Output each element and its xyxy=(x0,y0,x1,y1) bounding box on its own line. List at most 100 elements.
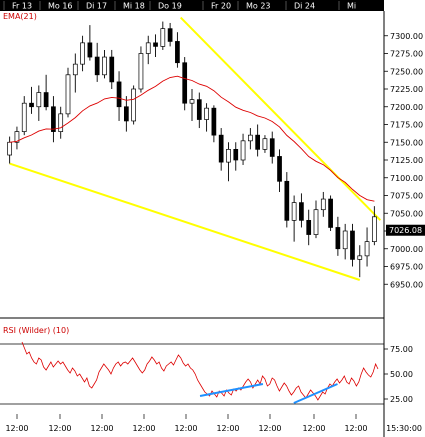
candle-down xyxy=(269,138,275,157)
candle-up xyxy=(145,42,151,54)
time-tick-label: 12:00 xyxy=(302,424,325,433)
time-tick-label: 12:00 xyxy=(258,424,281,433)
time-tick-label: 12:00 xyxy=(216,424,239,433)
candle-up xyxy=(80,42,85,65)
candle-up xyxy=(58,113,64,132)
candle-down xyxy=(328,198,333,228)
day-label: Fr 20 xyxy=(211,2,231,11)
price-tick-label: 7275.00 xyxy=(390,50,423,59)
rsi-divergence-line xyxy=(199,383,264,397)
candle-down xyxy=(87,42,93,58)
rsi-tick-label: 50.00 xyxy=(390,370,413,379)
candle-up xyxy=(313,209,319,235)
candle-up xyxy=(72,63,78,76)
upper-trendline xyxy=(179,16,382,221)
candle-up xyxy=(342,230,348,250)
candle-down xyxy=(123,106,129,122)
rsi-tick-label: 75.00 xyxy=(390,345,413,354)
candle-up xyxy=(65,74,71,115)
candle-up xyxy=(21,102,27,132)
day-label: Mi 18 xyxy=(123,2,145,11)
day-labels: Fr 13 Mo 16 Di 17 Mi 18 Do 19 Fr 20 Mo 23 Di 24… xyxy=(3,1,356,11)
day-label: Mo 16 xyxy=(48,2,73,11)
candle-up xyxy=(226,149,231,163)
svg-text:7026.08: 7026.08 xyxy=(389,226,422,235)
price-pane[interactable] xyxy=(7,16,382,281)
candle-down xyxy=(116,81,122,108)
candle-up xyxy=(131,88,137,122)
rsi-divergence-line xyxy=(293,383,338,404)
time-axis: 12:00 12:00 12:00 12:00 12:00 12:00 12:00 12:00… xyxy=(5,414,422,433)
day-label: Di 24 xyxy=(294,2,315,11)
price-tick-label: 7050.00 xyxy=(390,209,423,218)
price-tick-label: 7000.00 xyxy=(390,245,423,254)
candle-up xyxy=(14,131,20,143)
rsi-reference-lines xyxy=(0,343,384,405)
day-label: Do 19 xyxy=(158,2,182,11)
price-tick-label: 7250.00 xyxy=(390,67,423,76)
candle-down xyxy=(350,230,355,260)
time-tick-label: 12:00 xyxy=(5,424,28,433)
last-price-tag: 7026.08 xyxy=(386,224,425,236)
day-label: Mi xyxy=(347,2,356,11)
ema-label: EMA(21) xyxy=(3,12,37,21)
candlestick-series xyxy=(7,21,377,278)
candle-up xyxy=(262,138,268,150)
candle-up xyxy=(189,99,195,104)
time-tick-label: 12:00 xyxy=(48,424,71,433)
candle-down xyxy=(29,102,34,108)
price-tick-label: 7300.00 xyxy=(390,32,423,41)
rsi-line xyxy=(21,341,379,401)
time-tick-label: 12:00 xyxy=(90,424,113,433)
candle-down xyxy=(43,92,49,108)
price-tick-label: 7175.00 xyxy=(390,121,423,130)
rsi-pane[interactable] xyxy=(0,341,384,405)
candle-up xyxy=(160,28,166,47)
candle-down xyxy=(218,134,224,163)
time-end-label: 15:30:00 xyxy=(386,424,422,433)
rsi-divergence-lines xyxy=(199,383,338,404)
candle-down xyxy=(233,149,239,161)
candle-down xyxy=(153,42,158,47)
candle-down xyxy=(94,56,100,76)
time-tick-label: 12:00 xyxy=(132,424,155,433)
candle-up xyxy=(204,107,209,120)
trend-channel xyxy=(9,16,382,281)
price-tick-label: 7075.00 xyxy=(390,192,423,201)
candle-up xyxy=(138,53,144,90)
day-label: Di 17 xyxy=(86,2,107,11)
rsi-label: RSI (Wilder) (10) xyxy=(3,326,69,335)
candle-down xyxy=(196,99,202,120)
time-tick-label: 12:00 xyxy=(344,424,367,433)
candle-down xyxy=(182,62,188,104)
candle-down xyxy=(211,107,217,136)
candle-up xyxy=(357,255,363,260)
candle-up xyxy=(320,198,326,211)
candle-down xyxy=(277,156,282,182)
rsi-axis: 75.00 50.00 25.00 xyxy=(384,345,413,404)
price-axis: 7300.00 7275.00 7250.00 7225.00 7200.00 7175.… xyxy=(384,32,423,289)
candle-up xyxy=(36,92,42,108)
candle-down xyxy=(109,56,115,83)
day-label: Mo 23 xyxy=(246,2,271,11)
candle-down xyxy=(255,134,261,150)
candle-up xyxy=(247,134,253,142)
price-tick-label: 7150.00 xyxy=(390,138,423,147)
candle-down xyxy=(167,28,173,42)
candle-up xyxy=(364,241,370,257)
price-tick-label: 6975.00 xyxy=(390,263,423,272)
candle-up xyxy=(291,202,297,221)
price-tick-label: 6950.00 xyxy=(390,280,423,289)
price-tick-label: 7225.00 xyxy=(390,85,423,94)
candle-down xyxy=(51,106,56,132)
lower-trendline xyxy=(9,162,361,281)
candle-up xyxy=(371,216,377,243)
time-tick-label: 12:00 xyxy=(174,424,197,433)
candle-down xyxy=(335,227,341,250)
day-header-bar xyxy=(0,0,384,11)
ema-line xyxy=(9,75,375,202)
price-tick-label: 7125.00 xyxy=(390,156,423,165)
candle-up xyxy=(240,140,246,161)
